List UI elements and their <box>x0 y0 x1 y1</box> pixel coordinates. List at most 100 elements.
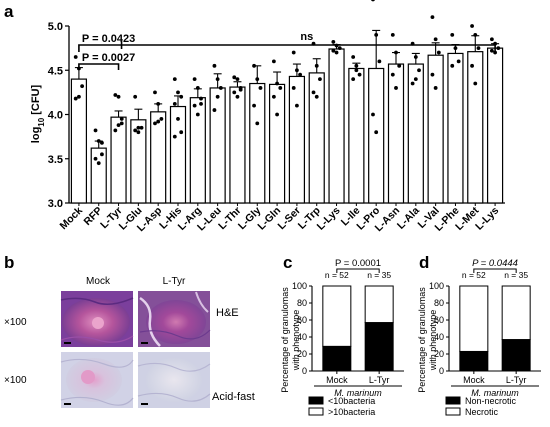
panel-a-data-point <box>450 63 455 68</box>
panel-a-data-point <box>473 32 478 37</box>
panel-a-data-point <box>255 77 260 81</box>
d-bar-segment <box>501 285 531 341</box>
panel-a-data-point <box>417 68 421 73</box>
panel-a-data-point <box>397 63 402 68</box>
panel-a-data-point <box>334 50 339 55</box>
panel-a-data-point <box>394 50 398 55</box>
panel-a-bar <box>486 47 504 204</box>
panel-a-data-point <box>199 101 203 106</box>
panel-a-data-point <box>413 77 418 81</box>
d-count-label: n = 35 <box>504 270 528 280</box>
panel-a-data-point <box>450 32 455 37</box>
panel-a-data-point <box>331 48 336 53</box>
c-count-label: n = 35 <box>367 270 391 280</box>
panel-a-data-point <box>278 86 283 90</box>
panel-a-ylabel: log10 [CFU] <box>30 84 46 143</box>
c-bar-segment <box>364 285 394 324</box>
panel-a-ytick-label: 3.5 <box>48 154 63 166</box>
panel-a-data-point <box>172 77 177 81</box>
d-pvalue-bracket <box>473 268 517 273</box>
panel-a-data-point <box>235 77 240 81</box>
panel-a-data-point <box>252 103 256 108</box>
panel-a-data-point <box>291 86 296 90</box>
panel-c-legend: <10bacteria>10bacteria <box>308 396 375 417</box>
panel-a-data-point <box>215 94 220 99</box>
c-category-label: Mock <box>326 375 348 385</box>
panel-a-data-point <box>93 156 98 161</box>
micrograph-ltyr-he <box>138 291 211 347</box>
c-legend-label: >10bacteria <box>328 407 375 417</box>
panel-a-bar <box>110 116 127 204</box>
panel-a-data-point <box>116 94 121 99</box>
panel-a-data-point <box>80 84 85 89</box>
d-ytick-label: 0 <box>439 366 444 376</box>
panel-a-bar <box>407 63 424 204</box>
panel-a-data-point <box>172 134 177 139</box>
panel-a-data-point <box>252 63 256 68</box>
magnification-row1: ×100 <box>4 317 27 328</box>
panel-a-data-point <box>232 75 237 80</box>
panel-a-data-point <box>470 63 474 68</box>
c-bar-segment <box>364 322 394 372</box>
panel-a-data-point <box>371 112 375 117</box>
panel-a-category-label: L-Lys <box>473 205 501 233</box>
panel-a-data-point <box>271 59 276 64</box>
panel-a-data-point <box>133 128 138 133</box>
d-legend-label: Non-necrotic <box>465 396 517 406</box>
panel-a-data-point <box>199 96 203 101</box>
panel-a-data-point <box>116 123 121 128</box>
panel-a-data-point <box>176 117 180 121</box>
panel-a-data-point <box>113 93 118 97</box>
panel-a-data-point <box>394 86 398 90</box>
panel-a-data-point <box>351 77 356 81</box>
d-ytick-label: 60 <box>434 315 444 325</box>
panel-a-pvalue-short: P = 0.0027 <box>82 52 135 64</box>
panel-a-data-point <box>357 72 362 77</box>
panel-a-data-point <box>93 128 98 133</box>
panel-a-data-point <box>235 94 240 99</box>
panel-a-data-point <box>195 112 200 117</box>
panel-a-data-point <box>410 81 415 86</box>
d-count-label: n = 52 <box>462 270 486 280</box>
d-ytick-label: 20 <box>434 349 444 359</box>
panel-a-data-point <box>133 94 138 99</box>
panel-d-chart: Percentage of granulomaswith phenotype 0… <box>417 258 541 417</box>
panel-label-b: b <box>4 253 14 272</box>
panel-a-bars <box>70 29 504 204</box>
panel-c-annotations: n = 52 n = 35P = 0.0001 <box>325 258 391 280</box>
d-ytick-label: 80 <box>434 298 444 308</box>
panel-a-data-point <box>430 72 435 77</box>
panel-a-data-point <box>374 130 379 135</box>
c-ytick-label: 20 <box>297 349 307 359</box>
panel-a-ytick-label: 3.0 <box>48 198 63 210</box>
panel-a-data-point <box>271 94 276 99</box>
panel-a-data-point <box>255 121 260 126</box>
panel-a-data-point <box>453 46 458 51</box>
c-bar-segment <box>322 285 352 347</box>
panel-a-bar <box>229 86 246 204</box>
panel-a-bar <box>268 83 286 204</box>
panel-a-data-point <box>159 117 164 121</box>
panel-d-ylabel: Percentage of granulomaswith phenotype <box>417 287 438 393</box>
panel-d-annotations: n = 52 n = 35P = 0.0444 <box>462 258 528 280</box>
panel-a-data-point <box>291 50 296 55</box>
d-pvalue: P = 0.0444 <box>472 258 518 269</box>
c-group-label: M. marinum <box>334 388 382 398</box>
panel-a-data-point <box>192 77 197 81</box>
panel-a-data-point <box>96 161 101 166</box>
panel-a-data-point <box>179 130 184 135</box>
panel-a-data-point <box>212 108 217 112</box>
panel-a-data-point <box>136 130 141 135</box>
d-group-label: M. marinum <box>471 388 519 398</box>
panel-a-bracket-short <box>78 63 120 70</box>
panel-a-bar <box>328 48 345 204</box>
panel-a-data-point <box>139 125 144 130</box>
panel-a-ns-label: ns <box>300 31 313 43</box>
d-legend-label: Necrotic <box>465 407 499 417</box>
panel-c-bars <box>322 285 394 372</box>
panel-a-data-point <box>100 152 104 157</box>
panel-a-pvalue-long: P = 0.0423 <box>82 33 135 45</box>
panel-a-data-point <box>119 117 124 121</box>
